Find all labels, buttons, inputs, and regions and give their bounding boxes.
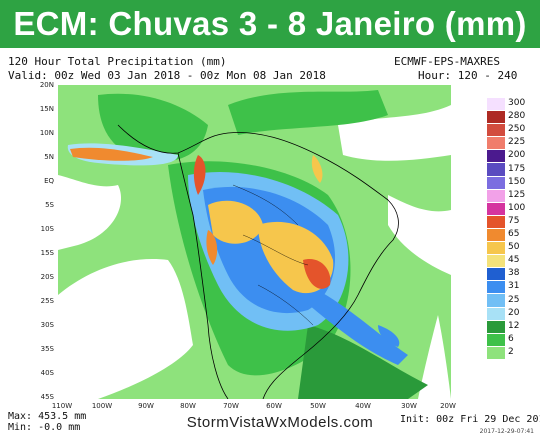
- map-title-banner: ECM: Chuvas 3 - 8 Janeiro (mm): [0, 0, 540, 48]
- colorbar-label: 250: [508, 124, 526, 135]
- dry-region-atlantic: [388, 195, 451, 275]
- colorbar-label: 12: [508, 320, 520, 331]
- dry-region-sw: [58, 259, 193, 399]
- lat-label: 5N: [44, 153, 54, 161]
- colorbar-swatch: [487, 281, 505, 295]
- website-credit: StormVistaWxModels.com: [186, 414, 374, 431]
- colorbar-swatch: [487, 228, 505, 243]
- init-time: Init: 00z Fri 29 Dec 2017: [400, 414, 540, 425]
- colorbar-swatch: [487, 268, 505, 282]
- lon-label: 20W: [440, 402, 456, 410]
- colorbar-swatch: [487, 124, 505, 138]
- lat-label: 5S: [45, 201, 54, 209]
- coastline-east: [117, 124, 399, 399]
- model-label: ECMWF-EPS-MAXRES: [394, 55, 500, 68]
- lon-label: 80W: [180, 402, 196, 410]
- colorbar-swatch: [487, 98, 505, 112]
- colorbar-swatch: [487, 346, 505, 360]
- colorbar-swatch: [487, 242, 505, 256]
- lat-label: 20N: [39, 81, 54, 89]
- lon-label: 90W: [138, 402, 154, 410]
- colorbar-label: 65: [508, 229, 520, 239]
- lat-label: 20S: [40, 273, 54, 281]
- lat-label: 10S: [40, 225, 54, 233]
- blue-blob-atlantic: [378, 325, 400, 347]
- orange-region-andes: [206, 230, 218, 265]
- colorbar-label: 100: [508, 202, 526, 213]
- max-value: Max: 453.5 mm: [8, 411, 87, 422]
- orange-band-itcz: [70, 147, 153, 161]
- colorbar-label: 38: [508, 268, 520, 279]
- min-value: Min: -0.0 mm: [8, 422, 81, 433]
- lat-label: 30S: [40, 321, 54, 329]
- colorbar: [487, 98, 505, 360]
- colorbar-label: 175: [508, 163, 526, 174]
- colorbar-swatch: [487, 307, 505, 321]
- colorbar-label: 225: [508, 137, 526, 148]
- lat-label: 35S: [40, 345, 54, 353]
- green-region-caribbean: [228, 90, 388, 135]
- timestamp: 2017-12-29-07:41: [479, 428, 534, 435]
- valid-period: Valid: 00z Wed 03 Jan 2018 - 00z Mon 08 …: [8, 69, 326, 82]
- colorbar-swatch: [487, 202, 505, 216]
- colorbar-swatch: [487, 111, 505, 125]
- colorbar-label: 45: [508, 255, 520, 266]
- colorbar-label: 25: [508, 294, 520, 305]
- lon-label: 40W: [355, 402, 371, 410]
- red-region-central-brazil: [303, 259, 331, 289]
- yellow-region-guianas: [311, 155, 323, 183]
- colorbar-swatch: [487, 333, 505, 347]
- lon-label: 60W: [266, 402, 282, 410]
- colorbar-swatch: [487, 163, 505, 177]
- colorbar-label: 150: [508, 176, 526, 187]
- lon-label: 50W: [310, 402, 326, 410]
- green-region-central-america: [98, 93, 208, 162]
- colorbar-swatch: [487, 176, 505, 190]
- colorbar-label: 75: [508, 215, 520, 226]
- country-borders: [232, 184, 314, 326]
- precipitation-map: [58, 85, 451, 399]
- dry-region-w: [58, 175, 122, 250]
- colorbar-label: 125: [508, 189, 526, 200]
- lon-label: 100W: [91, 402, 113, 410]
- colorbar-label: 2: [508, 346, 514, 357]
- lat-label: 40S: [40, 369, 54, 377]
- colorbar-swatch: [487, 255, 505, 269]
- lat-label: 15S: [40, 249, 54, 257]
- colorbar-label: 300: [508, 98, 526, 108]
- sacz-band: [303, 285, 408, 365]
- lat-label: 15N: [39, 105, 54, 113]
- colorbar-label: 50: [508, 242, 520, 253]
- lon-label: 110W: [51, 402, 73, 410]
- lat-label: EQ: [44, 177, 54, 185]
- colorbar-swatch: [487, 294, 505, 308]
- dry-region-ne: [338, 105, 451, 161]
- coastline-west: [177, 152, 229, 399]
- yellow-region-west-amazon: [208, 200, 263, 244]
- colorbar-label: 6: [508, 333, 514, 344]
- colorbar-label: 31: [508, 281, 520, 292]
- dry-region-se: [418, 315, 451, 399]
- red-region-andes-north: [193, 155, 206, 195]
- colorbar-label: 280: [508, 111, 526, 122]
- colorbar-swatch: [487, 320, 505, 334]
- colorbar-swatch: [487, 215, 505, 229]
- colorbar-swatch: [487, 137, 505, 151]
- green-region-south-atlantic: [298, 325, 428, 399]
- forecast-hour: Hour: 120 - 240: [418, 69, 518, 82]
- lat-label: 45S: [40, 393, 54, 401]
- colorbar-label: 200: [508, 150, 526, 161]
- lon-label: 30W: [401, 402, 417, 410]
- colorbar-label: 20: [508, 307, 520, 318]
- lat-label: 25S: [40, 297, 54, 305]
- colorbar-swatch: [487, 189, 505, 203]
- product-label: 120 Hour Total Precipitation (mm): [8, 55, 227, 68]
- lat-label: 10N: [39, 129, 54, 137]
- colorbar-swatch: [487, 150, 505, 164]
- lon-label: 70W: [223, 402, 239, 410]
